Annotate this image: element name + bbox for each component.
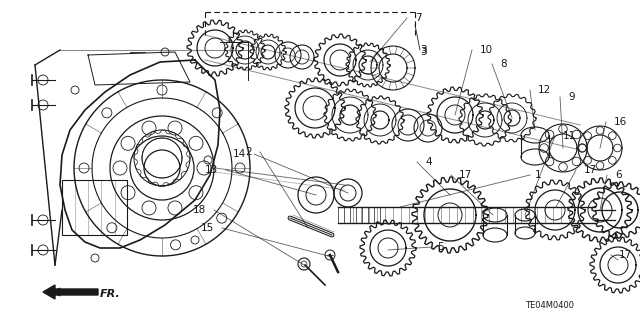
Text: 11: 11 [563, 131, 576, 141]
FancyArrow shape [43, 285, 98, 299]
Text: 6: 6 [615, 170, 621, 180]
Text: TE04M0400: TE04M0400 [525, 300, 575, 309]
Text: 4: 4 [425, 157, 431, 167]
Text: FR.: FR. [100, 289, 121, 299]
Bar [62, 180, 127, 235]
Text: 7: 7 [415, 13, 422, 23]
Text: 12: 12 [538, 85, 551, 95]
Text: 9: 9 [568, 92, 575, 102]
Text: 1: 1 [534, 170, 541, 180]
Text: 17: 17 [459, 170, 472, 180]
Text: 17: 17 [619, 250, 632, 260]
Text: 17: 17 [584, 165, 597, 175]
Text: 8: 8 [500, 59, 507, 69]
Text: 2: 2 [245, 147, 252, 157]
Text: 14: 14 [233, 149, 246, 159]
Text: 13: 13 [205, 165, 218, 175]
Text: 3: 3 [420, 47, 427, 57]
Text: 3: 3 [420, 45, 427, 55]
Text: 5: 5 [436, 242, 444, 252]
Text: 15: 15 [201, 223, 214, 233]
Text: 18: 18 [193, 205, 206, 215]
Text: 10: 10 [480, 45, 493, 55]
Text: 16: 16 [614, 117, 627, 127]
